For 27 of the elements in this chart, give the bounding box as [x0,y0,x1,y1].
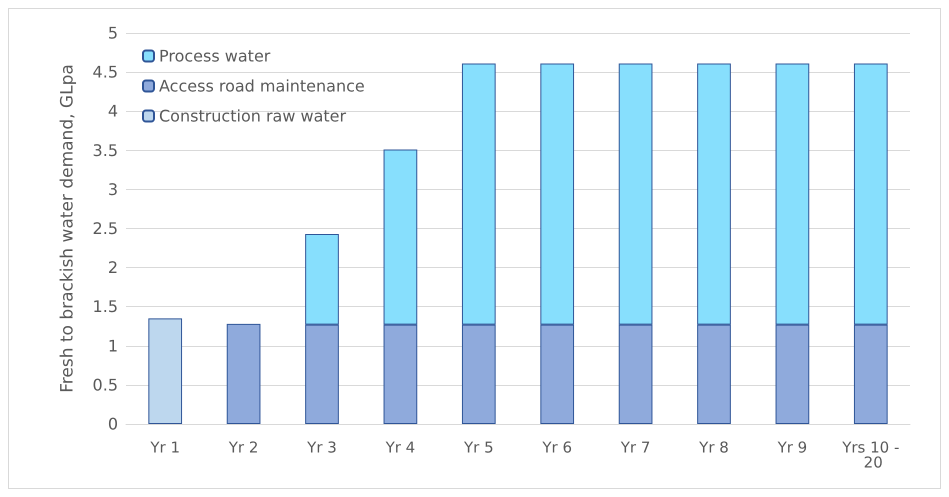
x-tick-label: Yrs 10 - 20 [841,438,900,472]
legend-label: Construction raw water [159,106,347,126]
legend-label: Access road maintenance [159,76,365,96]
x-tick-label: Yr 6 [541,438,572,456]
legend-label: Process water [159,46,271,66]
bar [226,324,260,424]
y-axis-title: Fresh to brackish water demand, GLpa [58,64,78,393]
x-tick-label: Yr 9 [776,438,808,456]
y-tick-label: 1 [108,336,118,356]
x-tick-label: Yr 2 [228,438,258,456]
x-tick-label: Yr 5 [462,438,494,456]
y-tick-label: 3.5 [92,140,118,160]
y-tick-label: 2.5 [92,219,118,238]
y-tick-label: 0.5 [92,375,118,394]
x-tick-label: Yr 7 [620,438,650,456]
y-tick-label: 0 [108,414,118,434]
y-tick-label: 1.5 [92,297,118,316]
y-tick-label: 4 [108,102,118,121]
x-tick-label: Yr 8 [698,438,729,456]
y-tick-label: 5 [108,24,118,42]
bar [148,318,182,424]
x-tick-label: Yr 3 [306,438,337,456]
y-tick-label: 2 [108,258,118,278]
y-tick-label: 3 [108,180,118,199]
x-tick-label: Yr 4 [384,438,416,456]
y-tick-label: 4.5 [92,62,118,82]
x-tick-label: Yr 1 [149,438,180,456]
